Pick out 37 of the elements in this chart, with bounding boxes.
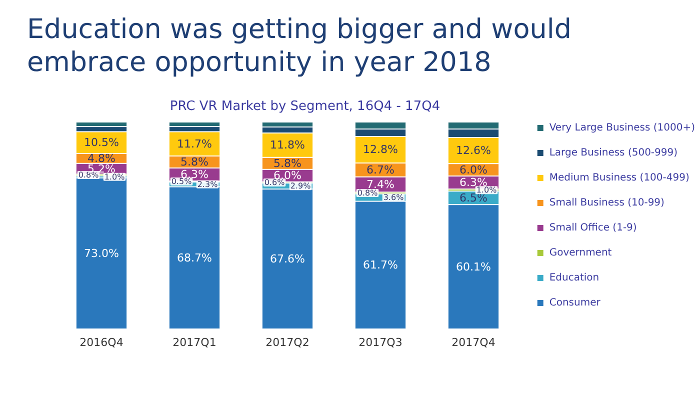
x-tick-label: 2016Q4 xyxy=(80,336,124,349)
data-label: 6.0% xyxy=(460,163,488,176)
legend-label: Education xyxy=(549,272,600,284)
data-label: 2.9% xyxy=(290,182,312,191)
data-label: 68.7% xyxy=(177,251,212,264)
legend-label: Consumer xyxy=(549,298,602,308)
data-label: 1.0% xyxy=(104,172,126,182)
data-label: 6.7% xyxy=(366,163,394,176)
data-label: 5.8% xyxy=(274,156,302,170)
data-label: 11.7% xyxy=(177,137,212,150)
data-label: 0.8% xyxy=(357,188,378,198)
x-tick-label: 2017Q3 xyxy=(358,336,402,349)
data-label: 11.8% xyxy=(270,138,305,152)
legend-label: Medium Business (100-499) xyxy=(549,172,690,184)
x-tick-label: 2017Q2 xyxy=(266,336,310,349)
data-label: 61.7% xyxy=(363,258,398,272)
data-label: 67.6% xyxy=(270,252,305,266)
data-label: 73.0% xyxy=(84,246,119,260)
x-tick-label: 2017Q4 xyxy=(452,336,496,349)
data-label: 5.8% xyxy=(180,155,208,168)
data-label: 3.6% xyxy=(383,193,404,202)
data-label: 2.3% xyxy=(197,180,218,189)
data-label: 0.8% xyxy=(78,170,100,180)
legend-label: Small Business (10-99) xyxy=(549,198,665,208)
data-label: 0.6% xyxy=(264,178,286,187)
data-label: 60.1% xyxy=(456,260,491,274)
legend-label: Very Large Business (1000+) xyxy=(549,122,696,134)
x-tick-label: 2017Q1 xyxy=(172,336,216,349)
data-label: 10.5% xyxy=(84,136,119,150)
data-label: 12.8% xyxy=(363,143,398,156)
legend-label: Small Office (1-9) xyxy=(549,222,637,234)
data-label: 12.6% xyxy=(456,144,491,158)
legend-label: Large Business (500-999) xyxy=(549,148,678,158)
data-label: 4.8% xyxy=(88,152,116,165)
legend-label: Government xyxy=(549,248,612,258)
chart-subtitle: PRC VR Market by Segment, 16Q4 - 17Q4 xyxy=(170,99,440,114)
chart-title: Education was getting bigger and would embrace opportunity in year 2018 xyxy=(27,14,580,78)
